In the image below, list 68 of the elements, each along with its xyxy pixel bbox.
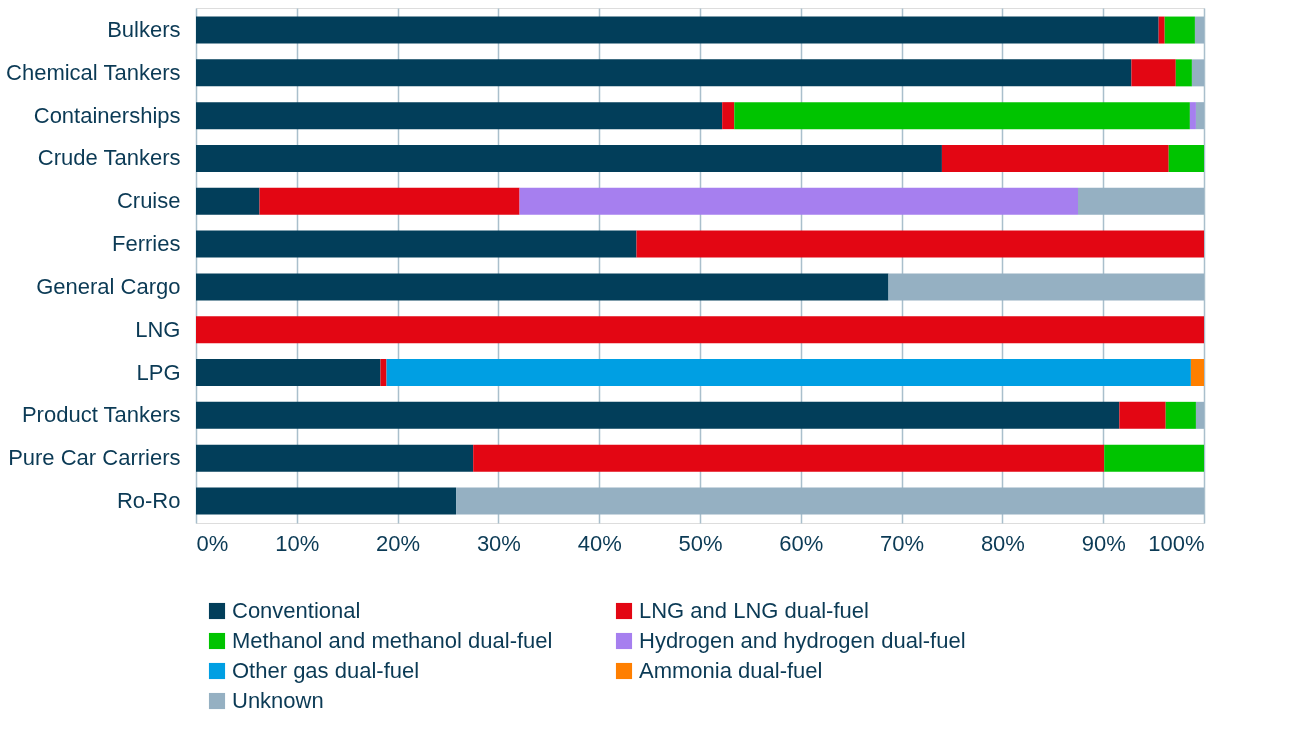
legend-label: Methanol and methanol dual-fuel [232, 628, 553, 653]
x-tick-label: 10% [275, 530, 320, 556]
bar [1195, 102, 1204, 130]
bar [722, 102, 735, 130]
bar [1175, 59, 1192, 87]
y-tick-label: Ferries [112, 231, 181, 257]
x-tick-label: 20% [376, 530, 421, 556]
x-tick-label: 30% [476, 530, 521, 556]
y-tick-label: Product Tankers [21, 402, 181, 428]
legend-label: Hydrogen and hydrogen dual-fuel [639, 628, 966, 653]
x-tick-label: 70% [880, 530, 925, 556]
bar [1191, 59, 1204, 87]
bar [386, 359, 1191, 387]
y-tick-label: LNG [135, 316, 181, 342]
y-tick-label: Cruise [116, 188, 181, 214]
y-tick-label: Bulkers [107, 17, 181, 43]
x-tick-label: 60% [779, 530, 824, 556]
bar [1164, 16, 1195, 44]
bar [1168, 144, 1204, 172]
y-tick-label: LPG [136, 359, 181, 385]
bar [1119, 401, 1166, 429]
bar [941, 144, 1169, 172]
bar [196, 102, 723, 130]
x-tick-label: 100% [1148, 530, 1205, 556]
x-tick-label: 90% [1081, 530, 1126, 556]
bar [380, 359, 387, 387]
bar [196, 59, 1132, 87]
bar [1158, 16, 1165, 44]
bar [1131, 59, 1176, 87]
bar [259, 187, 520, 215]
x-tick-label: 50% [678, 530, 723, 556]
y-tick-label: Pure Car Carriers [8, 445, 181, 471]
bar [196, 359, 381, 387]
x-tick-label: 40% [577, 530, 622, 556]
legend-label: LNG and LNG dual-fuel [639, 598, 869, 623]
y-tick-label: Chemical Tankers [6, 59, 181, 85]
bar [473, 444, 1105, 472]
bar [196, 273, 889, 301]
y-tick-label: Containerships [33, 102, 181, 128]
bar [1190, 359, 1204, 387]
bar [519, 187, 1078, 215]
bar [196, 230, 637, 258]
bar [1078, 187, 1204, 215]
bar [1194, 16, 1204, 44]
x-tick-label: 80% [980, 530, 1025, 556]
bar [196, 16, 1159, 44]
y-tick-label: Crude Tankers [37, 145, 181, 171]
bar [196, 187, 260, 215]
legend-label: Conventional [232, 598, 361, 623]
bar [196, 401, 1120, 429]
legend-label: Unknown [232, 688, 324, 713]
bar [196, 444, 474, 472]
legend-label: Ammonia dual-fuel [639, 658, 823, 683]
bar [196, 487, 457, 515]
bar [888, 273, 1204, 301]
bar [1165, 401, 1196, 429]
y-tick-label: Ro-Ro [116, 487, 181, 513]
bar [456, 487, 1204, 515]
x-tick-label: 0% [196, 530, 229, 556]
bar [196, 316, 1204, 344]
bar [734, 102, 1190, 130]
bar [1189, 102, 1196, 130]
bar [196, 144, 942, 172]
bar [1104, 444, 1204, 472]
y-tick-label: General Cargo [36, 273, 181, 299]
legend-label: Other gas dual-fuel [232, 658, 420, 683]
bar [1195, 401, 1204, 429]
bar [636, 230, 1204, 258]
